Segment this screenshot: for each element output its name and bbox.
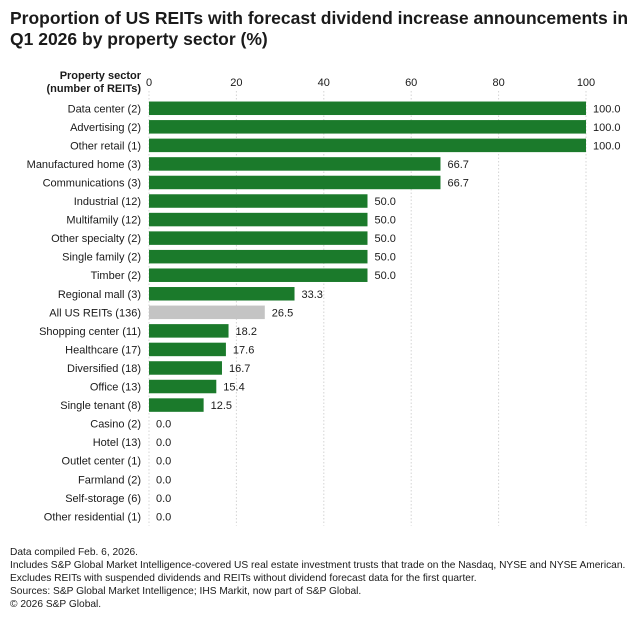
category-label: Advertising (2) — [70, 122, 141, 134]
bar — [149, 157, 441, 171]
category-label: Farmland (2) — [78, 474, 141, 486]
bar-highlight — [149, 305, 265, 320]
category-label: Shopping center (11) — [39, 326, 141, 338]
category-label: Regional mall (3) — [58, 289, 141, 301]
value-label: 66.7 — [447, 159, 468, 171]
value-label: 100.0 — [593, 140, 621, 152]
value-label: 100.0 — [593, 122, 621, 134]
value-label: 16.7 — [229, 363, 250, 375]
value-label: 50.0 — [375, 215, 396, 227]
bars: Data center (2) 100.0 Advertising (2) 100.0… — [27, 101, 621, 523]
category-label: Other residential (1) — [44, 511, 141, 523]
bar — [149, 194, 368, 208]
bar — [149, 398, 204, 412]
x-tick-label: 60 — [405, 77, 417, 89]
category-label: Casino (2) — [90, 419, 141, 431]
category-label: Single tenant (8) — [60, 400, 141, 412]
value-label: 0.0 — [156, 419, 171, 431]
value-label: 0.0 — [156, 456, 171, 468]
bar — [149, 287, 295, 301]
value-label: 26.5 — [272, 307, 293, 319]
value-label: 0.0 — [156, 437, 171, 449]
value-label: 50.0 — [375, 252, 396, 264]
category-label: Diversified (18) — [67, 363, 141, 375]
bar-chart: Property sector (number of REITs) 0 20 40 6… — [27, 70, 621, 526]
value-label: 50.0 — [375, 196, 396, 208]
x-tick-label: 100 — [577, 77, 595, 89]
value-label: 50.0 — [375, 233, 396, 245]
category-label: Industrial (12) — [74, 196, 141, 208]
bar — [149, 138, 586, 153]
footnote-data-compiled: Data compiled Feb. 6, 2026. — [10, 547, 138, 558]
value-label: 0.0 — [156, 493, 171, 505]
value-label: 66.7 — [447, 177, 468, 189]
bar — [149, 212, 368, 227]
category-label: Office (13) — [90, 382, 141, 394]
value-label: 0.0 — [156, 474, 171, 486]
x-tick-label: 0 — [146, 77, 152, 89]
bar — [149, 361, 222, 375]
chart-title: Proportion of US REITs with forecast div… — [10, 8, 629, 49]
value-label: 0.0 — [156, 511, 171, 523]
footnotes: Data compiled Feb. 6, 2026. Includes S&P… — [10, 546, 630, 611]
bar — [149, 379, 217, 394]
category-label: Hotel (13) — [93, 437, 141, 449]
category-label: Other specialty (2) — [51, 233, 141, 245]
footnote-includes: Includes S&P Global Market Intelligence-… — [10, 560, 626, 571]
category-label: Other retail (1) — [70, 140, 141, 152]
bar — [149, 249, 368, 264]
value-label: 33.3 — [302, 289, 323, 301]
value-label: 18.2 — [236, 326, 257, 338]
category-label: Multifamily (12) — [66, 215, 141, 227]
x-tick-label: 80 — [492, 77, 504, 89]
category-label: Timber (2) — [91, 270, 141, 282]
value-label: 15.4 — [223, 382, 244, 394]
category-label: Data center (2) — [68, 103, 141, 115]
category-header-line-2: (number of REITs) — [46, 83, 141, 95]
bar — [149, 342, 226, 357]
bar — [149, 324, 229, 338]
footnote-copyright: © 2026 S&P Global. — [10, 599, 102, 610]
category-label: Outlet center (1) — [62, 456, 141, 468]
bar — [149, 120, 586, 134]
category-label: Manufactured home (3) — [27, 159, 141, 171]
category-label: All US REITs (136) — [49, 307, 141, 319]
x-tick-label: 20 — [230, 77, 242, 89]
bar — [149, 268, 368, 282]
bar — [149, 101, 586, 116]
value-label: 50.0 — [375, 270, 396, 282]
category-label: Communications (3) — [43, 177, 141, 189]
x-tick-labels: 0 20 40 60 80 100 — [146, 77, 595, 89]
value-label: 100.0 — [593, 103, 621, 115]
category-label: Healthcare (17) — [65, 344, 141, 356]
category-header-line-1: Property sector — [60, 70, 142, 82]
value-label: 17.6 — [233, 344, 254, 356]
value-label: 12.5 — [211, 400, 232, 412]
footnote-excludes: Excludes REITs with suspended dividends … — [10, 573, 477, 584]
bar — [149, 175, 441, 190]
x-tick-label: 40 — [318, 77, 330, 89]
category-label: Single family (2) — [62, 252, 141, 264]
category-label: Self-storage (6) — [65, 493, 141, 505]
bar — [149, 231, 368, 245]
footnote-sources: Sources: S&P Global Market Intelligence;… — [10, 586, 362, 597]
